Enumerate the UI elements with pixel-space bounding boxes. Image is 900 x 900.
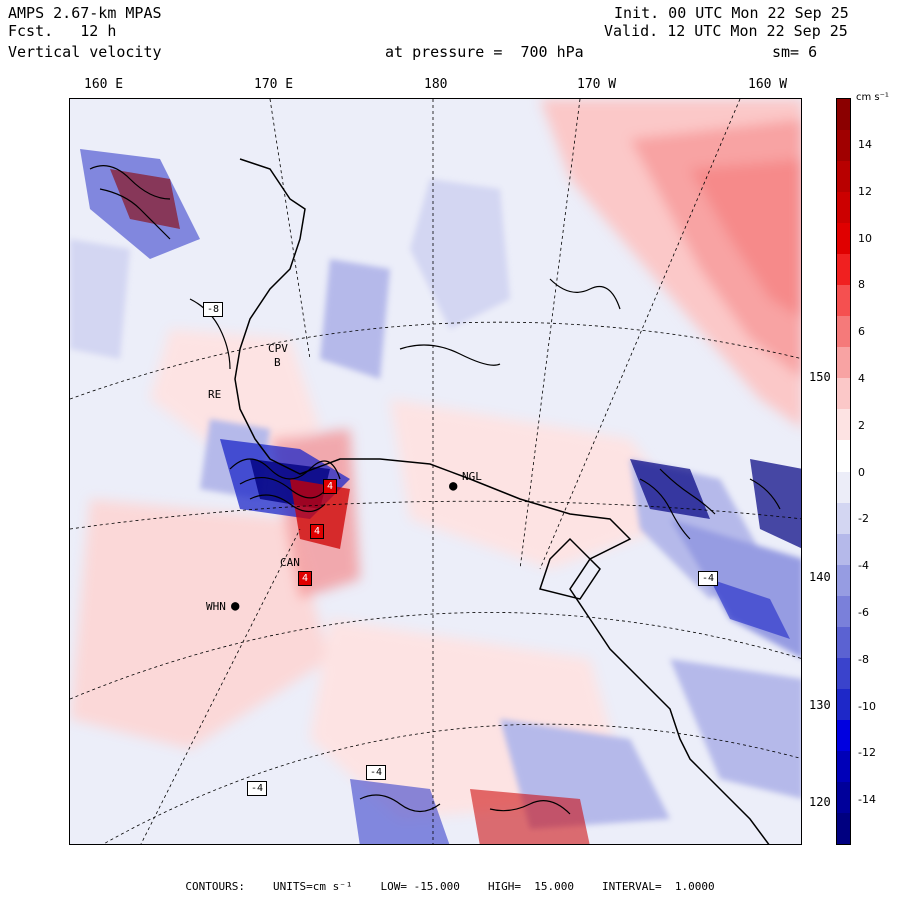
colorbar-segment bbox=[837, 192, 850, 224]
colorbar bbox=[836, 98, 851, 845]
contour-clusters bbox=[89, 165, 781, 815]
box-label-2: -4 bbox=[698, 571, 719, 586]
colorbar-tick-label: 8 bbox=[858, 278, 865, 292]
fcst-value: 12 h bbox=[80, 22, 117, 40]
valid-time: Valid. 12 UTC Mon 22 Sep 25 bbox=[604, 22, 848, 40]
init-time: Init. 00 UTC Mon 22 Sep 25 bbox=[614, 4, 849, 22]
negative-patches bbox=[70, 179, 801, 829]
lon-label-160w: 160 W bbox=[748, 77, 788, 92]
contour-info: CONTOURS: UNITS=cm s⁻¹ LOW= -15.000 HIGH= 1… bbox=[0, 880, 900, 893]
colorbar-tick-label: 2 bbox=[858, 418, 865, 432]
station-cpv: CPV bbox=[268, 342, 288, 355]
colorbar-tick-label: -14 bbox=[858, 793, 876, 807]
model-title: AMPS 2.67-km MPAS bbox=[8, 4, 162, 22]
colorbar-segment bbox=[837, 595, 850, 628]
box-label-6: -4 bbox=[366, 765, 387, 780]
fcst-label: Fcst. bbox=[8, 22, 54, 40]
colorbar-tick-label: 0 bbox=[858, 465, 865, 479]
box-label-1: -8 bbox=[203, 302, 224, 317]
colorbar-segment bbox=[837, 316, 850, 348]
colorbar-segment bbox=[837, 781, 850, 814]
footer-high: HIGH= 15.000 bbox=[487, 880, 575, 893]
colorbar-segment bbox=[837, 719, 850, 752]
station-whn-dot: ● bbox=[231, 598, 240, 614]
footer-units: UNITS=cm s⁻¹ bbox=[272, 880, 353, 893]
station-re: RE bbox=[208, 388, 222, 401]
station-whn: WHN bbox=[206, 600, 226, 613]
vertical-velocity-map bbox=[69, 98, 802, 845]
graticule bbox=[70, 99, 801, 844]
colorbar-tick-label: -2 bbox=[858, 512, 869, 526]
colorbar-segment bbox=[837, 502, 850, 535]
map-field bbox=[70, 99, 801, 844]
box-label-7: 4 bbox=[310, 524, 325, 539]
station-ngl: NGL bbox=[462, 470, 482, 483]
smoothing-value: sm= 6 bbox=[772, 43, 818, 61]
colorbar-segment bbox=[837, 533, 850, 566]
box-label-5: 4 bbox=[298, 571, 313, 586]
footer-contours: CONTOURS: bbox=[185, 880, 245, 893]
colorbar-segment bbox=[837, 285, 850, 317]
colorbar-tick-label: -10 bbox=[858, 699, 876, 713]
field-name: Vertical velocity bbox=[8, 43, 162, 61]
colorbar-tick-label: -8 bbox=[858, 652, 869, 666]
colorbar-tick-label: 10 bbox=[858, 231, 872, 245]
box-label-3: -4 bbox=[247, 781, 268, 796]
colorbar-segment bbox=[837, 440, 850, 472]
ice-shelf-edge bbox=[539, 537, 601, 600]
colorbar-tick-label: 6 bbox=[858, 325, 865, 339]
colorbar-segment bbox=[837, 130, 850, 162]
colorbar-tick-label: -12 bbox=[858, 746, 876, 760]
coastline bbox=[234, 158, 770, 844]
intense-cells bbox=[80, 149, 801, 844]
colorbar-segment bbox=[837, 657, 850, 690]
lon-label-170e: 170 E bbox=[254, 77, 294, 92]
box-label-4: 4 bbox=[323, 479, 338, 494]
lon-label-170w: 170 W bbox=[577, 77, 617, 92]
colorbar-segment bbox=[837, 161, 850, 193]
colorbar-segment bbox=[837, 750, 850, 783]
colorbar-segment bbox=[837, 223, 850, 255]
colorbar-segment bbox=[837, 347, 850, 379]
station-b: B bbox=[274, 356, 281, 369]
colorbar-segment bbox=[837, 626, 850, 659]
forecast-label: Fcst. 12 h bbox=[8, 23, 116, 39]
colorbar-unit: cm s⁻¹ bbox=[856, 92, 889, 103]
colorbar-tick-label: -4 bbox=[858, 559, 869, 573]
colorbar-segment bbox=[837, 812, 850, 845]
colorbar-segment bbox=[837, 99, 850, 131]
lon-label-180: 180 bbox=[424, 77, 448, 92]
colorbar-tick-label: 4 bbox=[858, 372, 865, 385]
pressure-level: at pressure = 700 hPa bbox=[385, 43, 584, 61]
colorbar-segment bbox=[837, 409, 850, 441]
colorbar-segment bbox=[837, 688, 850, 721]
colorbar-segment bbox=[837, 378, 850, 410]
colorbar-tick-label: 12 bbox=[858, 184, 872, 198]
colorbar-segment bbox=[837, 564, 850, 597]
lon-label-160e: 160 E bbox=[84, 77, 124, 92]
station-ngl-dot: ● bbox=[449, 478, 458, 494]
colorbar-segment bbox=[837, 471, 850, 504]
footer-interval: INTERVAL= 1.0000 bbox=[602, 880, 715, 893]
station-can: CAN bbox=[280, 556, 300, 569]
colorbar-tick-label: -6 bbox=[858, 606, 869, 619]
colorbar-tick-label: 14 bbox=[858, 138, 872, 151]
footer-low: LOW= -15.000 bbox=[380, 880, 460, 893]
colorbar-segment bbox=[837, 254, 850, 286]
